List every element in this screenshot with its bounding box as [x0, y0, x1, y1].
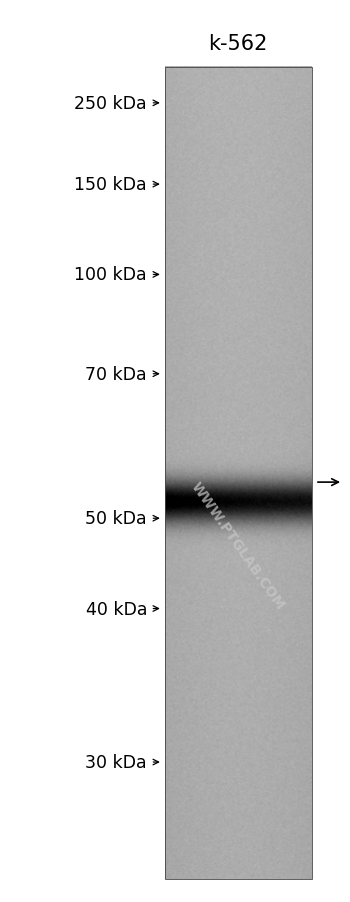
Bar [164, 68, 312, 879]
Text: 70 kDa: 70 kDa [85, 365, 147, 383]
Text: 50 kDa: 50 kDa [85, 510, 147, 528]
Text: 250 kDa: 250 kDa [74, 95, 147, 113]
Text: k-562: k-562 [208, 34, 268, 54]
Text: 40 kDa: 40 kDa [85, 600, 147, 618]
Text: WWW.PTGLAB.COM: WWW.PTGLAB.COM [189, 479, 287, 612]
Text: 150 kDa: 150 kDa [74, 176, 147, 194]
Text: 30 kDa: 30 kDa [85, 753, 147, 771]
Text: 100 kDa: 100 kDa [74, 266, 147, 284]
